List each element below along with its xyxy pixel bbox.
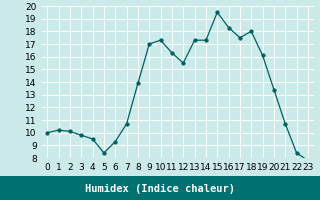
Text: Humidex (Indice chaleur): Humidex (Indice chaleur) (85, 184, 235, 194)
